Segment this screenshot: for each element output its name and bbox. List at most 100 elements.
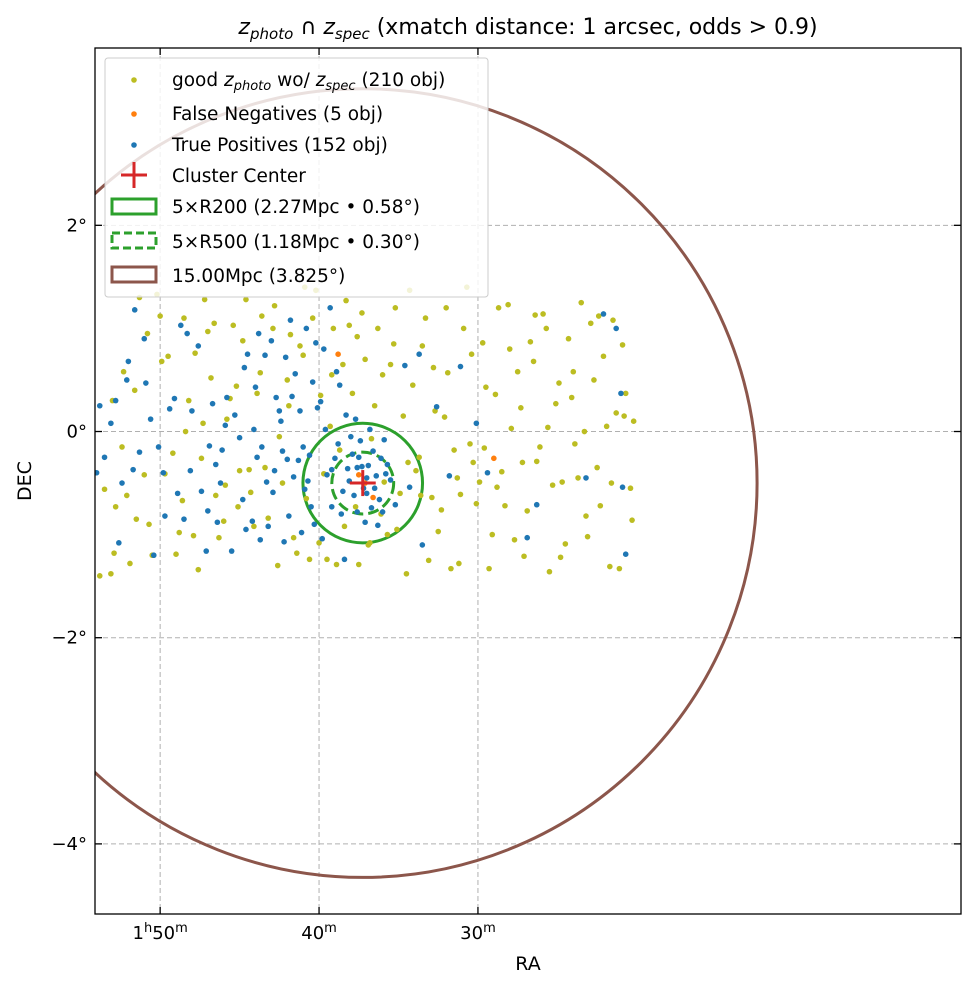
tp-point-144: [317, 398, 324, 405]
tp-point-40: [273, 394, 279, 401]
good-point-92: [216, 534, 222, 541]
good-point-27: [297, 343, 303, 349]
tp-point-119: [254, 454, 260, 461]
good-point-77: [616, 565, 623, 572]
good-point-50: [444, 369, 451, 376]
good-point-0: [101, 486, 108, 493]
good-point-136: [505, 301, 511, 308]
good-point-153: [613, 410, 619, 416]
tp-point-121: [338, 511, 345, 517]
tp-point-47: [278, 418, 284, 425]
tp-point-57: [143, 380, 149, 386]
good-point-98: [257, 369, 264, 376]
tp-point-37: [382, 470, 389, 477]
tp-point-22: [286, 513, 292, 519]
good-point-175: [341, 523, 348, 530]
tp-point-59: [119, 480, 125, 486]
tp-point-124: [371, 485, 378, 492]
tp-point-141: [263, 479, 270, 485]
good-point-46: [419, 343, 426, 349]
good-point-150: [594, 464, 600, 471]
axes-frame: [94, 47, 962, 915]
tp-point-101: [416, 351, 422, 357]
good-point-121: [409, 382, 416, 388]
good-point-79: [629, 517, 635, 523]
tp-point-98: [613, 325, 619, 332]
good-point-108: [327, 423, 333, 430]
tp-point-14: [203, 548, 210, 554]
tp-point-97: [622, 551, 629, 557]
legend-marker-center: [121, 162, 147, 188]
tp-point-41: [287, 317, 294, 323]
good-point-137: [511, 536, 518, 543]
good-point-182: [430, 364, 437, 371]
good-point-120: [403, 570, 410, 577]
tp-point-134: [324, 472, 330, 478]
tp-point-7: [147, 416, 154, 422]
tp-point-127: [289, 393, 295, 400]
good-point-55: [476, 479, 483, 485]
good-point-37: [362, 356, 368, 363]
tp-point-83: [378, 455, 384, 462]
good-point-96: [243, 296, 249, 303]
tp-point-45: [327, 305, 333, 311]
good-point-6: [144, 330, 151, 337]
good-point-94: [230, 322, 237, 329]
good-point-16: [220, 518, 227, 525]
good-point-119: [397, 490, 403, 497]
fn-point-4: [491, 455, 497, 462]
good-point-3: [112, 503, 119, 510]
good-point-156: [111, 550, 117, 556]
good-point-40: [381, 479, 387, 485]
tp-point-88: [446, 473, 453, 479]
good-point-192: [557, 554, 564, 561]
tp-point-24: [295, 457, 302, 464]
good-point-118: [390, 341, 397, 347]
good-point-105: [306, 556, 313, 563]
good-point-87: [176, 529, 183, 536]
tp-point-34: [363, 475, 370, 481]
good-point-59: [502, 502, 508, 509]
good-point-51: [451, 447, 457, 453]
tp-point-19: [257, 536, 264, 543]
tp-point-70: [314, 405, 321, 411]
tp-point-20: [265, 523, 272, 530]
tp-point-71: [322, 426, 329, 433]
tp-point-81: [368, 505, 375, 511]
good-point-189: [519, 459, 526, 466]
tp-point-129: [224, 394, 230, 401]
legend-marker-good: [131, 77, 137, 83]
x-tick-label-0: 1h50m: [133, 921, 188, 944]
good-point-124: [429, 494, 435, 501]
tp-point-86: [419, 542, 426, 548]
tp-point-128: [271, 467, 278, 474]
y-tick-label-3: −4°: [51, 834, 87, 855]
tp-point-126: [311, 521, 318, 528]
tp-point-115: [130, 466, 136, 473]
good-point-39: [375, 325, 381, 332]
good-point-103: [294, 550, 300, 556]
tp-point-92: [524, 534, 531, 541]
tp-point-25: [301, 486, 308, 493]
tp-point-112: [181, 516, 187, 522]
tp-point-55: [178, 322, 184, 329]
good-point-145: [562, 541, 569, 547]
good-point-198: [627, 485, 634, 492]
tp-point-139: [384, 461, 391, 468]
tp-point-12: [206, 443, 213, 449]
good-point-32: [330, 325, 337, 332]
tp-point-120: [333, 368, 340, 375]
good-point-91: [208, 375, 214, 381]
good-point-149: [587, 320, 594, 327]
good-point-199: [630, 418, 637, 425]
tp-point-23: [290, 474, 297, 480]
y-tick-label-0: 2°: [67, 215, 87, 236]
good-point-18: [235, 503, 241, 510]
tp-point-66: [270, 489, 276, 496]
tp-point-35: [370, 448, 376, 454]
good-point-100: [271, 302, 278, 309]
good-point-25: [284, 377, 291, 383]
tp-point-77: [354, 464, 360, 471]
tp-point-29: [335, 441, 341, 447]
good-point-20: [247, 489, 254, 496]
